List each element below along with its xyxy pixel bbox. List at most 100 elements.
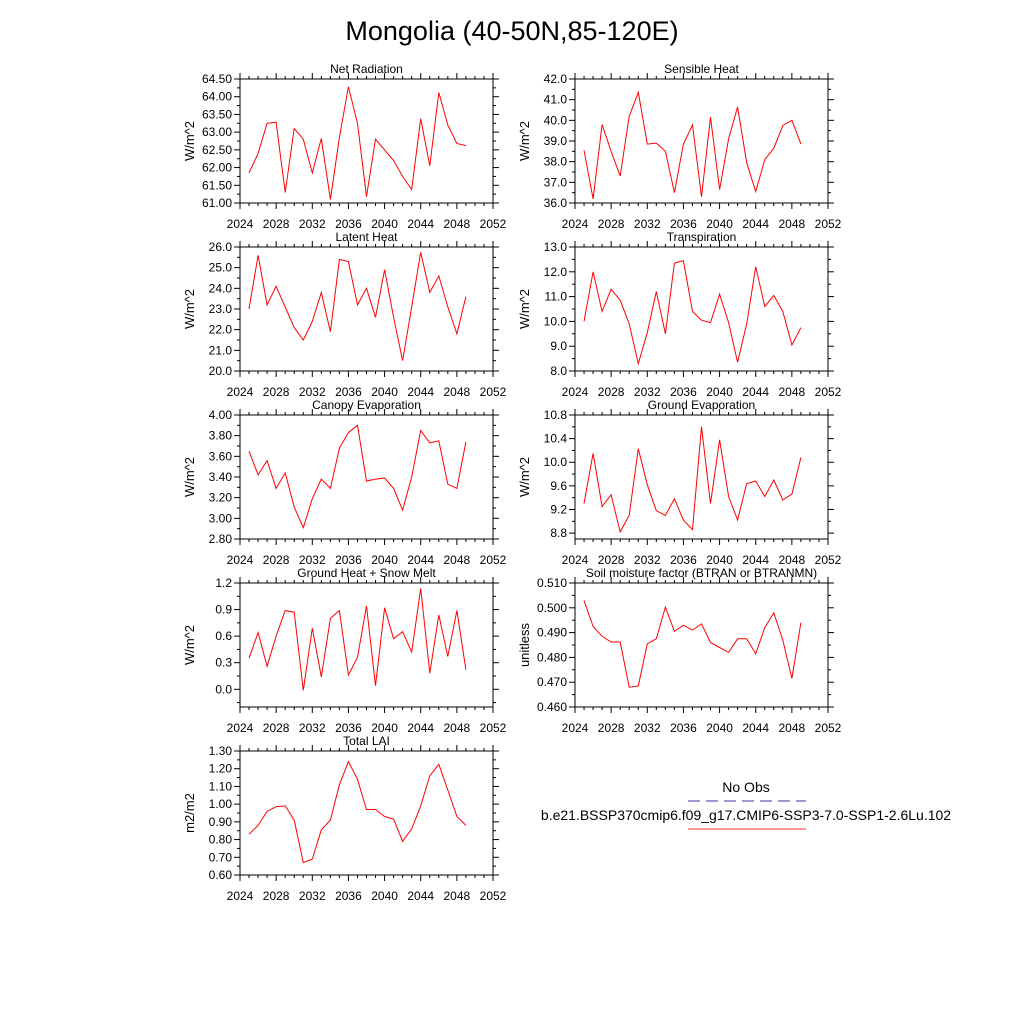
y-tick-label: 0.70	[209, 850, 233, 864]
y-tick-label: 11.0	[545, 290, 568, 304]
x-tick-label: 2032	[299, 553, 326, 567]
x-tick-label: 2028	[598, 217, 625, 231]
x-tick-label: 2040	[371, 217, 398, 231]
x-tick-label: 2028	[598, 721, 625, 735]
y-tick-label: 3.40	[209, 470, 233, 484]
plot-frame	[239, 414, 494, 540]
x-tick-label: 2036	[670, 385, 697, 399]
y-tick-label: 9.6	[550, 479, 567, 493]
y-tick-label: 0.9	[215, 603, 232, 617]
panel-total-lai: Total LAI m2/m2 2024 2028 2032 2036 2040 2044 20…	[182, 734, 507, 903]
x-tick-label: 2048	[779, 553, 806, 567]
y-axis-label: W/m^2	[517, 289, 532, 329]
x-tick-label: 2032	[299, 385, 326, 399]
y-tick-label: 1.2	[215, 576, 232, 590]
panel-title: Latent Heat	[335, 230, 398, 244]
y-tick-label: 64.50	[202, 72, 232, 86]
series-line	[583, 90, 802, 199]
y-axis-label: W/m^2	[517, 121, 532, 161]
panel-ground-evaporation: Ground Evaporation W/m^2 2024 2028 2032 2036 2…	[517, 398, 842, 567]
x-tick-label: 2032	[299, 217, 326, 231]
x-tick-label: 2052	[815, 721, 842, 735]
y-tick-label: 63.50	[202, 107, 232, 121]
x-tick-label: 2040	[706, 217, 733, 231]
y-tick-label: 36.0	[544, 196, 568, 210]
y-tick-label: 8.0	[550, 364, 567, 378]
y-tick-label: 0.480	[537, 650, 567, 664]
x-tick-label: 2052	[815, 553, 842, 567]
x-tick-label: 2040	[706, 553, 733, 567]
legend-label-obs: No Obs	[722, 779, 769, 795]
x-tick-label: 2028	[263, 217, 290, 231]
x-tick-label: 2024	[227, 889, 254, 903]
series-line	[248, 252, 467, 361]
y-axis-label: W/m^2	[182, 121, 197, 161]
plot-frame	[574, 414, 829, 540]
panel-sensible-heat: Sensible Heat W/m^2 2024 2028 2032 2036 2040 20…	[517, 62, 842, 231]
x-tick-label: 2048	[444, 721, 471, 735]
figure-title: Mongolia (40-50N,85-120E)	[345, 16, 678, 46]
x-tick-label: 2036	[335, 553, 362, 567]
legend: No Obs b.e21.BSSP370cmip6.f09_g17.CMIP6-…	[541, 779, 951, 830]
x-tick-label: 2048	[444, 217, 471, 231]
x-tick-label: 2052	[815, 217, 842, 231]
x-tick-label: 2044	[742, 553, 769, 567]
panel-latent-heat: Latent Heat W/m^2 2024 2028 2032 2036 2040 2044…	[182, 230, 507, 399]
x-tick-label: 2024	[562, 553, 589, 567]
y-tick-label: 21.0	[209, 343, 233, 357]
x-tick-label: 2044	[407, 217, 434, 231]
panels: Net Radiation W/m^2 2024 2028 2032 2036 2040 20…	[182, 62, 842, 903]
y-tick-label: 41.0	[544, 93, 568, 107]
x-tick-label: 2036	[335, 721, 362, 735]
x-tick-label: 2048	[779, 721, 806, 735]
y-axis-label: W/m^2	[182, 625, 197, 665]
y-tick-label: 8.8	[550, 526, 567, 540]
y-tick-label: 9.0	[550, 339, 567, 353]
y-tick-label: 62.50	[202, 143, 232, 157]
x-tick-label: 2052	[815, 385, 842, 399]
x-tick-label: 2040	[706, 385, 733, 399]
x-tick-label: 2032	[299, 889, 326, 903]
y-axis-label: W/m^2	[182, 457, 197, 497]
y-tick-label: 1.10	[209, 779, 233, 793]
y-tick-label: 0.6	[215, 629, 232, 643]
x-tick-label: 2040	[371, 553, 398, 567]
panel-ground-heat-snow-melt: Ground Heat + Snow Melt W/m^2 2024 2028 2032…	[182, 566, 507, 735]
y-tick-label: 64.00	[202, 90, 232, 104]
y-axis-label: W/m^2	[182, 289, 197, 329]
x-tick-label: 2040	[371, 889, 398, 903]
y-tick-label: 0.460	[537, 700, 567, 714]
x-tick-label: 2024	[562, 217, 589, 231]
x-tick-label: 2048	[444, 889, 471, 903]
y-tick-label: 3.00	[209, 511, 233, 525]
x-tick-label: 2048	[444, 385, 471, 399]
x-tick-label: 2028	[263, 385, 290, 399]
y-tick-label: 42.0	[544, 72, 568, 86]
y-tick-label: 38.0	[544, 155, 568, 169]
y-tick-label: 13.0	[544, 240, 568, 254]
x-tick-label: 2032	[634, 721, 661, 735]
y-tick-label: 3.20	[209, 491, 233, 505]
plot-frame	[239, 750, 494, 876]
plot-frame	[574, 582, 829, 708]
x-tick-label: 2044	[742, 385, 769, 399]
x-tick-label: 2028	[263, 553, 290, 567]
y-tick-label: 3.80	[209, 429, 233, 443]
y-tick-label: 23.0	[209, 302, 233, 316]
y-tick-label: 62.00	[202, 161, 232, 175]
x-tick-label: 2044	[407, 889, 434, 903]
y-tick-label: 40.0	[544, 113, 568, 127]
y-tick-label: 10.8	[544, 408, 568, 422]
y-axis-label: unitless	[517, 622, 532, 667]
y-tick-label: 1.20	[209, 762, 233, 776]
panel-title: Canopy Evaporation	[312, 398, 421, 412]
y-tick-label: 0.60	[209, 868, 233, 882]
x-tick-label: 2036	[335, 889, 362, 903]
y-tick-label: 61.00	[202, 196, 232, 210]
x-tick-label: 2052	[480, 721, 507, 735]
y-tick-label: 0.80	[209, 833, 233, 847]
x-tick-label: 2028	[598, 553, 625, 567]
x-tick-label: 2024	[227, 217, 254, 231]
y-tick-label: 0.0	[215, 682, 232, 696]
y-tick-label: 1.30	[209, 744, 233, 758]
